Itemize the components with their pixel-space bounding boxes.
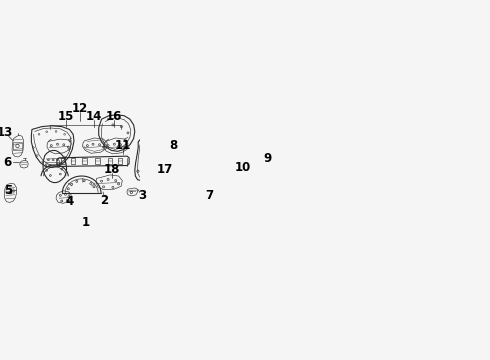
Text: 16: 16 — [105, 110, 122, 123]
Bar — [108, 158, 112, 164]
Text: 13: 13 — [0, 126, 13, 139]
Text: 18: 18 — [104, 163, 120, 176]
Bar — [143, 167, 151, 171]
Bar — [143, 161, 151, 165]
Text: 17: 17 — [157, 163, 173, 176]
Text: 4: 4 — [65, 194, 74, 207]
Text: 5: 5 — [4, 184, 12, 197]
Text: 15: 15 — [58, 110, 74, 123]
Bar — [82, 158, 87, 164]
Text: 12: 12 — [72, 102, 88, 115]
Bar — [6, 189, 14, 193]
Bar — [61, 158, 66, 164]
Bar — [13, 142, 22, 150]
Bar — [95, 158, 99, 164]
Text: 2: 2 — [100, 194, 108, 207]
Text: 8: 8 — [170, 139, 177, 152]
Bar — [71, 158, 75, 164]
Bar — [118, 158, 122, 164]
Text: 1: 1 — [82, 216, 90, 229]
Text: 14: 14 — [86, 110, 102, 123]
Text: 7: 7 — [205, 189, 213, 202]
Text: 11: 11 — [115, 139, 131, 152]
Text: 3: 3 — [138, 189, 147, 202]
Text: 9: 9 — [264, 152, 272, 165]
Text: 6: 6 — [3, 156, 12, 169]
Text: 10: 10 — [235, 161, 251, 174]
